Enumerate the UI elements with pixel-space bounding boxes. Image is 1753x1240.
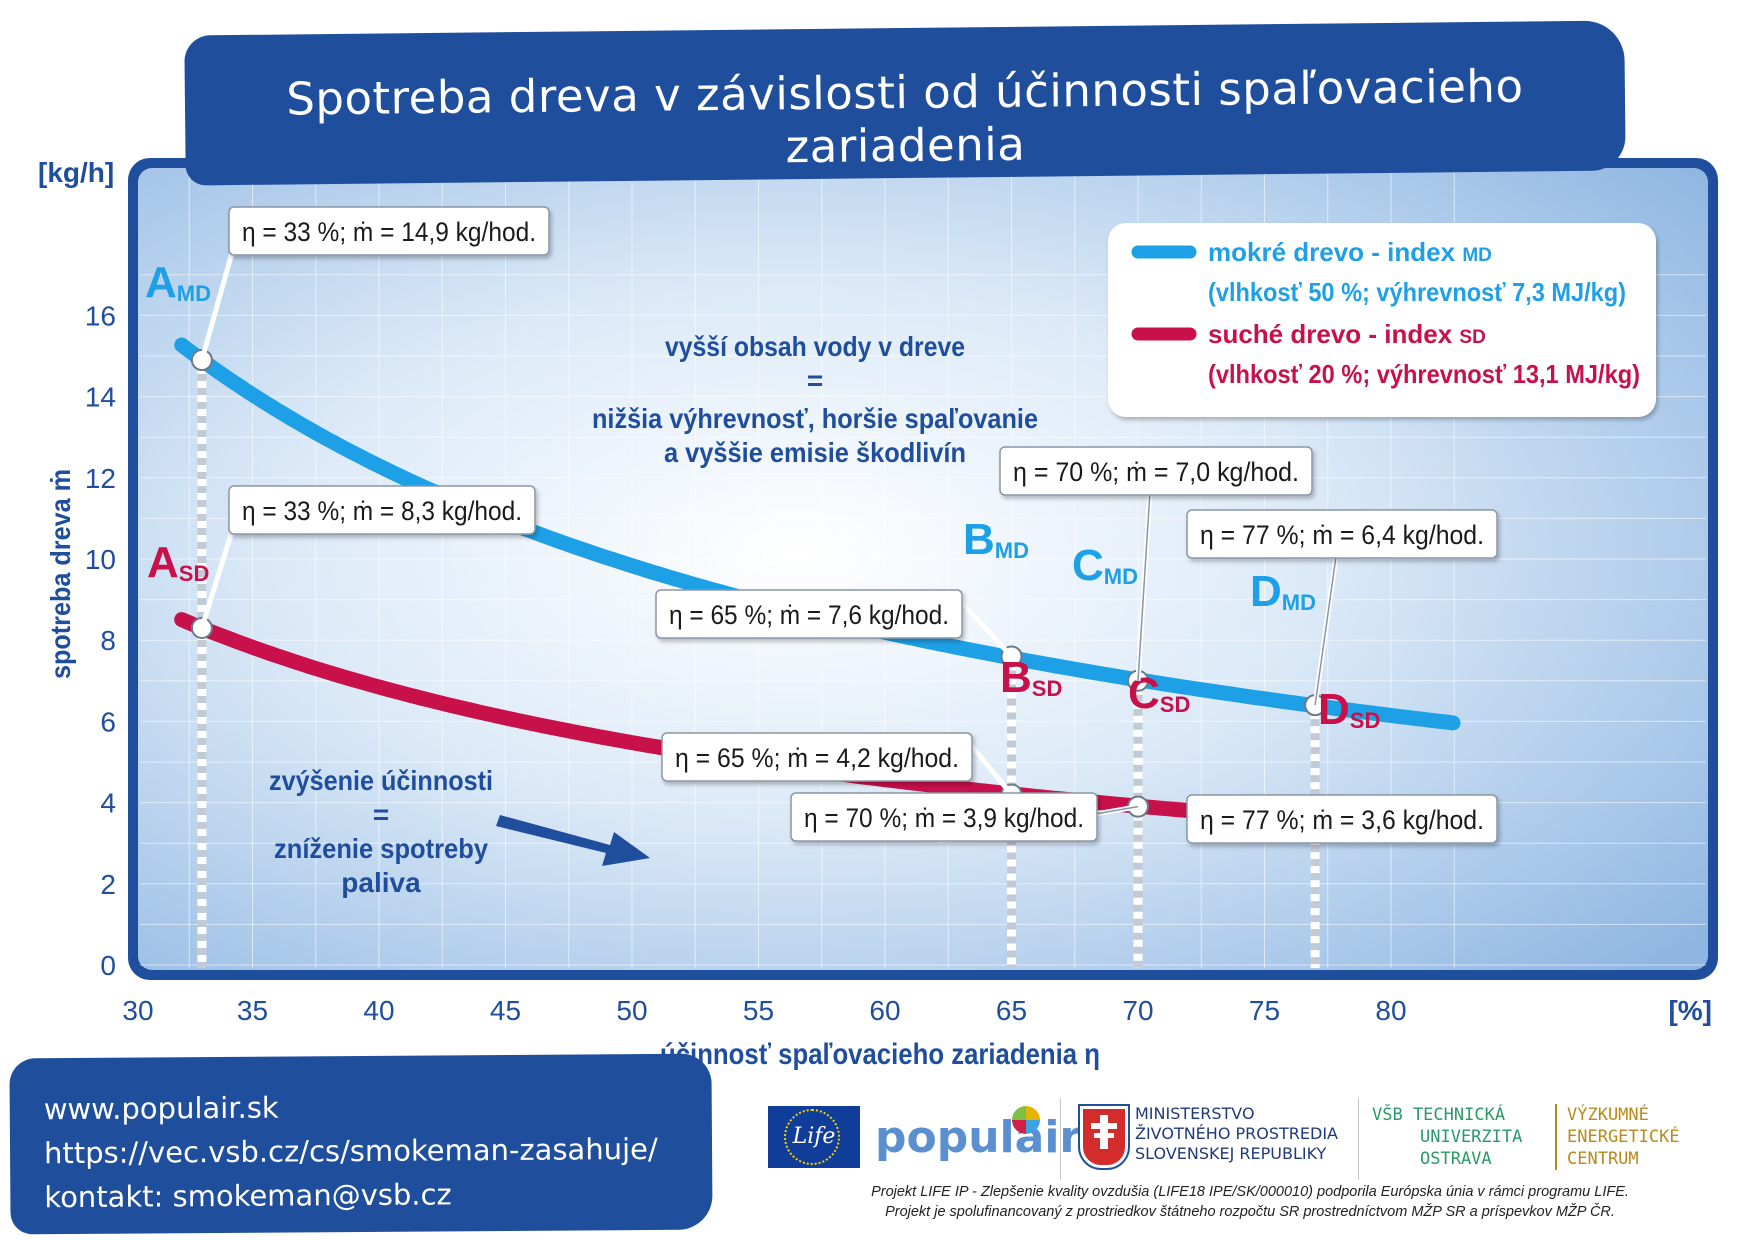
callout-text: η = 77 %; ṁ = 6,4 kg/hod.: [1200, 520, 1484, 550]
callout-box: [1186, 794, 1498, 844]
callout-text: η = 77 %; ṁ = 3,6 kg/hod.: [1200, 805, 1484, 835]
y-tick-label: 6: [100, 706, 116, 737]
ministry-logo-text: MINISTERSTVO ŽIVOTNÉHO PROSTREDIA SLOVEN…: [1135, 1104, 1338, 1163]
y-tick-label: 4: [100, 788, 116, 819]
link-website[interactable]: www.populair.sk: [43, 1090, 279, 1127]
footer-logos: Life populair MINISTERSTVO ŽIVOTNÉHO PRO…: [760, 1098, 1740, 1180]
project-note: Projekt LIFE IP - Zlepšenie kvality ovzd…: [871, 1184, 1629, 1220]
life-logo-text: Life: [792, 1124, 836, 1149]
callout-text: η = 33 %; ṁ = 14,9 kg/hod.: [242, 217, 536, 247]
x-tick-label: 50: [616, 995, 647, 1026]
point-label: BSD: [1000, 653, 1062, 702]
x-tick-label: 65: [996, 995, 1027, 1026]
callout-box: [790, 792, 1098, 842]
callout-box: [661, 732, 973, 782]
point-label: BMD: [963, 515, 1029, 564]
annotation-efficiency-line: zvýšenie účinnosti: [269, 765, 493, 796]
link-contact[interactable]: kontakt: smokeman@vsb.cz: [44, 1177, 452, 1215]
point-label: DSD: [1318, 685, 1380, 734]
x-tick-label: 35: [237, 995, 268, 1026]
point-label: CMD: [1072, 541, 1138, 590]
legend-label: mokré drevo - index MD: [1208, 237, 1492, 267]
callout-text: η = 70 %; ṁ = 3,9 kg/hod.: [804, 803, 1084, 833]
x-tick-label: 60: [869, 995, 900, 1026]
vsb-logo-text: VŠB TECHNICKÁ UNIVERZITA OSTRAVA: [1372, 1105, 1523, 1169]
y-tick-label: 16: [85, 300, 116, 331]
callout-box: [999, 446, 1313, 496]
y-tick-label: 8: [100, 625, 116, 656]
callout-text: η = 65 %; ṁ = 7,6 kg/hod.: [669, 600, 949, 630]
x-tick-label: 80: [1375, 995, 1406, 1026]
callout-leader-edge: [1314, 557, 1337, 706]
callout-box: [1186, 509, 1498, 559]
pinwheel-icon: [1012, 1106, 1040, 1134]
annotation-water-line: vyšší obsah vody v dreve: [665, 331, 965, 362]
title-banner: Spotreba dreva v závislosti od účinnosti…: [184, 20, 1626, 186]
annotation-water-line: =: [807, 365, 823, 396]
y-tick-label: 2: [100, 869, 116, 900]
annotation-water-line: nižšia výhrevnosť, horšie spaľovanie: [592, 403, 1038, 434]
eu-life-logo: Life: [768, 1106, 860, 1168]
callout-leader: [199, 248, 236, 361]
populair-logo: populair: [875, 1112, 1082, 1163]
annotation-efficiency-line: paliva: [341, 867, 421, 898]
x-unit-label: [%]: [1668, 995, 1712, 1026]
legend-box: [1108, 223, 1656, 417]
callout-leader: [964, 737, 1014, 797]
callout-text: η = 70 %; ṁ = 7,0 kg/hod.: [1013, 457, 1299, 487]
annotations: vyšší obsah vody v dreve=nižšia výhrevno…: [269, 331, 1038, 898]
eu-stars-icon: [784, 1109, 840, 1165]
y-tick-label: 10: [85, 544, 116, 575]
callout-text: η = 65 %; ṁ = 4,2 kg/hod.: [675, 743, 959, 773]
callout-box: [228, 485, 536, 535]
point-label: AMD: [145, 258, 211, 307]
logo-separator: [1060, 1098, 1061, 1180]
right-arrow-icon: [496, 815, 650, 866]
link-vsb[interactable]: https://vec.vsb.cz/cs/smokeman-zasahuje/: [43, 1131, 658, 1171]
links-box: www.populair.sk https://vec.vsb.cz/cs/sm…: [9, 1053, 713, 1235]
y-unit-label: [kg/h]: [38, 157, 114, 188]
x-tick-label: 75: [1249, 995, 1280, 1026]
callout-leader: [954, 594, 1014, 659]
legend: mokré drevo - index MD (vlhkosť 50 %; výh…: [1108, 223, 1656, 417]
x-tick-label: 40: [363, 995, 394, 1026]
callouts: η = 33 %; ṁ = 14,9 kg/hod. η = 65 %; ṁ = …: [199, 206, 1498, 845]
annotation-efficiency-line: zníženie spotreby: [274, 833, 488, 864]
callout-text: η = 33 %; ṁ = 8,3 kg/hod.: [242, 496, 522, 526]
y-tick-label: 12: [85, 463, 116, 494]
callout-leader-edge: [1137, 494, 1151, 681]
point-label: DMD: [1250, 567, 1316, 616]
annotation-water-line: a vyššie emisie škodlivín: [664, 437, 966, 468]
slovak-crest-icon: [1080, 1106, 1128, 1168]
x-tick-label: 70: [1122, 995, 1153, 1026]
annotation-efficiency-line: =: [373, 799, 389, 830]
legend-label: suché drevo - index SD: [1208, 319, 1486, 349]
logo-separator: [1358, 1098, 1359, 1180]
y-axis-label: spotreba dreva ṁ: [45, 469, 76, 679]
callout-box: [228, 206, 550, 256]
legend-detail: (vlhkosť 20 %; výhrevnosť 13,1 MJ/kg): [1208, 359, 1640, 389]
vec-logo-text: VÝZKUMNÉ ENERGETICKÉ CENTRUM: [1555, 1104, 1680, 1170]
point-label: ASD: [147, 538, 209, 587]
x-tick-label: 45: [490, 995, 521, 1026]
x-tick-label: 55: [743, 995, 774, 1026]
callout-box: [655, 589, 963, 639]
callout-leader: [199, 527, 236, 629]
x-axis-label: účinnosť spaľovacieho zariadenia η: [660, 1038, 1100, 1071]
axes: 30 35 40 45 50 55 60 65 70 75 80 0 2 4 6 8 10 12 14 16 [%] [k…: [38, 157, 1712, 1071]
chart-title: Spotreba dreva v závislosti od účinnosti…: [286, 59, 1524, 174]
x-tick-label: 30: [122, 995, 153, 1026]
y-tick-label: 0: [100, 950, 116, 981]
y-tick-label: 14: [85, 382, 116, 413]
point-label: CSD: [1128, 669, 1190, 718]
legend-detail: (vlhkosť 50 %; výhrevnosť 7,3 MJ/kg): [1208, 277, 1626, 307]
